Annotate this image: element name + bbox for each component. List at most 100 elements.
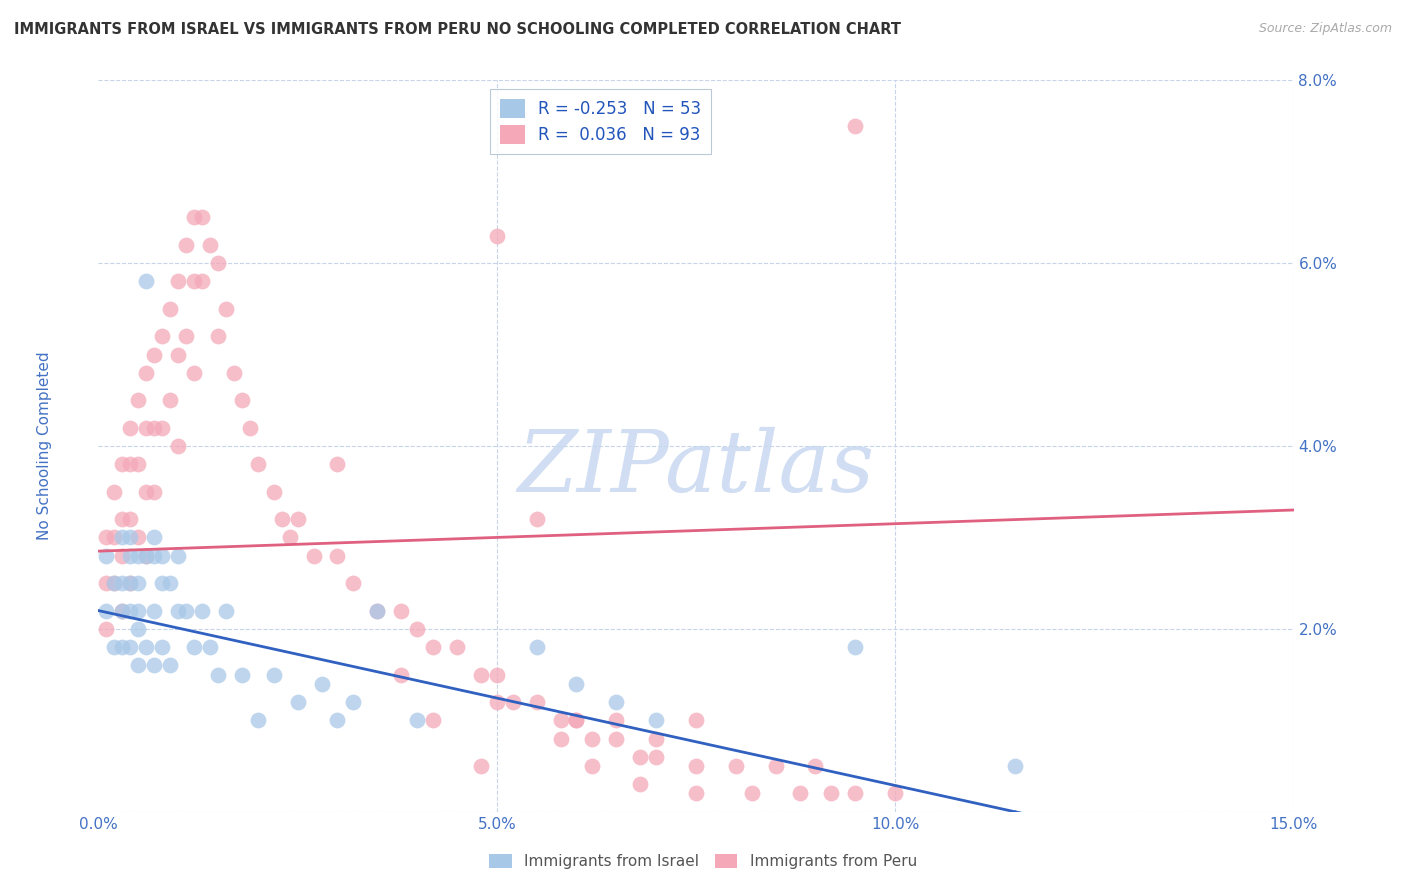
Point [120,576,142,591]
Text: No Schooling Completed: No Schooling Completed [37,351,52,541]
Point [96,530,118,544]
Point [389,667,412,681]
Point [96,622,118,636]
Point [111,458,134,472]
Point [96,604,118,618]
Point [246,714,269,728]
Point [485,695,508,709]
Point [1004,759,1026,773]
Point [765,759,787,773]
Point [581,759,603,773]
Point [207,256,229,270]
Point [120,530,142,544]
Point [645,749,668,764]
Point [311,676,333,690]
Point [120,576,142,591]
Point [120,458,142,472]
Point [183,366,205,380]
Point [844,119,866,133]
Point [470,667,492,681]
Point [366,604,388,618]
Point [127,549,149,563]
Point [103,530,125,544]
Point [143,484,166,499]
Point [550,731,572,746]
Point [406,714,429,728]
Point [111,549,134,563]
Point [150,329,173,343]
Point [844,787,866,801]
Point [135,640,157,655]
Point [111,604,134,618]
Point [422,714,444,728]
Point [422,640,444,655]
Point [167,347,190,362]
Point [127,393,149,408]
Point [231,667,253,681]
Point [143,658,166,673]
Point [844,640,866,655]
Point [111,604,134,618]
Legend: Immigrants from Israel, Immigrants from Peru: Immigrants from Israel, Immigrants from … [484,848,922,875]
Point [215,301,238,316]
Point [143,530,166,544]
Point [135,275,157,289]
Point [470,759,492,773]
Point [789,787,811,801]
Point [342,695,364,709]
Text: ZIPatlas: ZIPatlas [517,426,875,509]
Point [207,667,229,681]
Point [366,604,388,618]
Point [103,640,125,655]
Point [135,366,157,380]
Point [159,393,181,408]
Point [326,458,349,472]
Point [174,329,197,343]
Point [150,640,173,655]
Point [239,421,262,435]
Point [605,731,627,746]
Point [127,530,149,544]
Point [628,749,651,764]
Point [127,576,149,591]
Point [263,484,285,499]
Point [526,512,548,526]
Point [207,329,229,343]
Point [150,576,173,591]
Point [167,604,190,618]
Point [485,228,508,243]
Point [143,549,166,563]
Point [287,512,309,526]
Point [135,549,157,563]
Point [127,458,149,472]
Point [884,787,907,801]
Point [174,604,197,618]
Point [174,238,197,252]
Point [120,640,142,655]
Point [96,576,118,591]
Point [103,576,125,591]
Point [685,787,707,801]
Point [191,211,214,225]
Point [231,393,253,408]
Point [135,484,157,499]
Point [270,512,292,526]
Point [406,622,429,636]
Point [526,695,548,709]
Point [167,549,190,563]
Point [389,604,412,618]
Point [103,576,125,591]
Point [135,549,157,563]
Point [159,301,181,316]
Point [526,640,548,655]
Point [628,777,651,791]
Point [111,530,134,544]
Point [143,421,166,435]
Point [183,640,205,655]
Point [446,640,468,655]
Point [302,549,325,563]
Point [150,421,173,435]
Point [120,512,142,526]
Point [820,787,842,801]
Point [198,238,221,252]
